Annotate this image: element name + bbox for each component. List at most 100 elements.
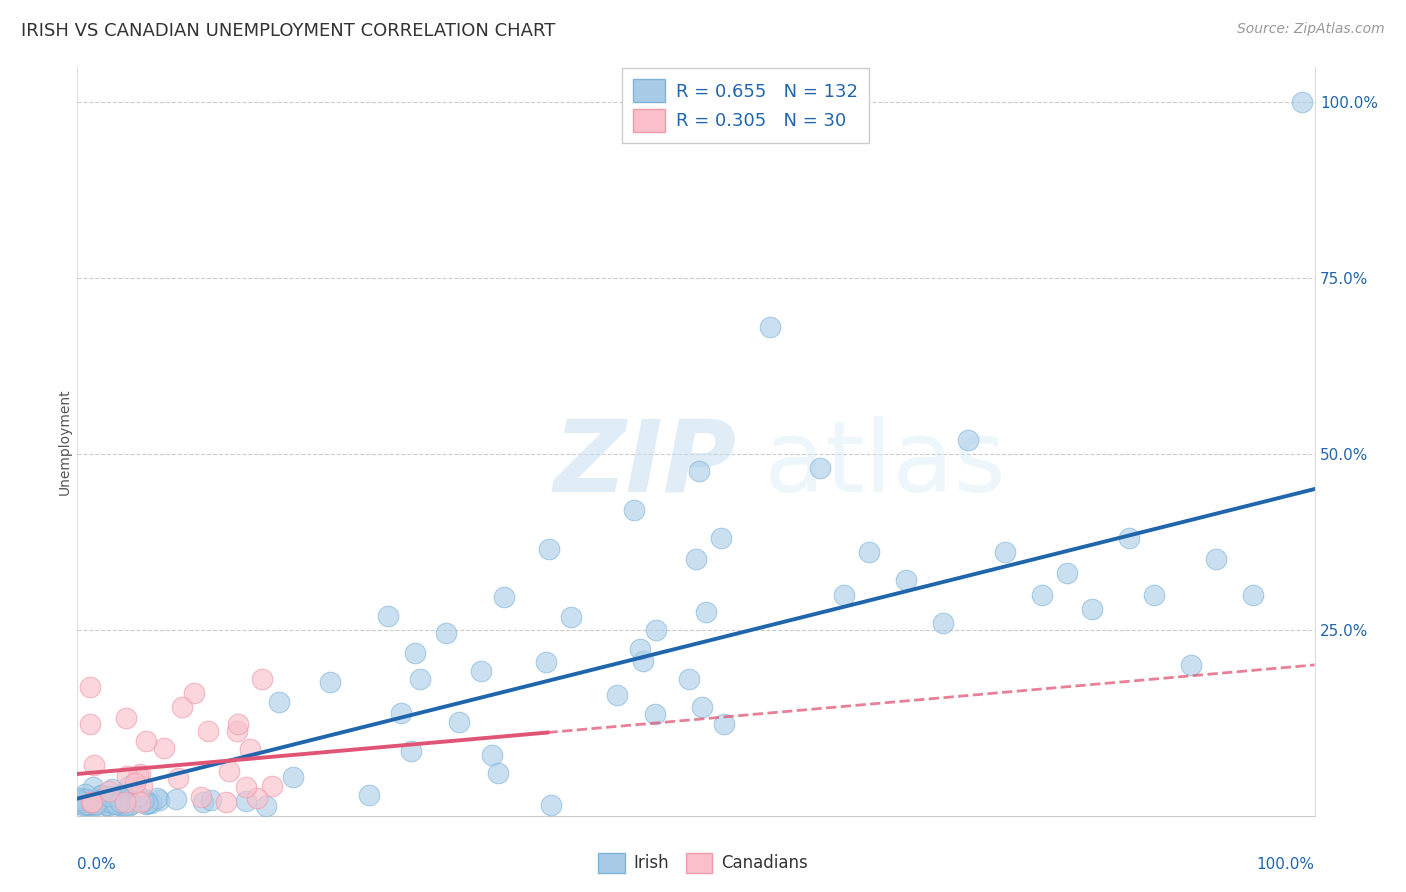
Point: [226, 723, 249, 738]
Point: [172, 700, 194, 714]
Point: [98, 783, 121, 797]
Text: Source: ZipAtlas.com: Source: ZipAtlas.com: [1237, 22, 1385, 37]
Point: [135, 733, 157, 747]
Point: [86, 798, 108, 813]
Point: [76, 795, 98, 809]
Point: [690, 700, 713, 714]
Point: [127, 789, 149, 803]
Point: [124, 776, 146, 790]
Point: [101, 797, 124, 811]
Point: [77, 796, 100, 810]
Point: [631, 654, 654, 668]
Point: [808, 461, 831, 475]
Point: [96, 798, 118, 813]
Point: [200, 793, 222, 807]
Point: [86, 791, 108, 805]
Point: [82, 780, 104, 794]
Point: [89, 792, 111, 806]
Point: [105, 797, 128, 812]
Point: [100, 794, 122, 808]
Point: [1118, 531, 1140, 545]
Point: [486, 765, 509, 780]
Point: [560, 609, 582, 624]
Point: [97, 796, 120, 810]
Point: [447, 715, 470, 730]
Text: 0.0%: 0.0%: [77, 857, 117, 872]
Point: [76, 797, 98, 811]
Point: [135, 797, 157, 812]
Point: [139, 797, 162, 811]
Point: [695, 605, 717, 619]
Point: [117, 780, 139, 794]
Point: [644, 624, 666, 638]
Point: [235, 794, 257, 808]
Point: [1056, 566, 1078, 581]
Point: [90, 788, 112, 802]
Point: [90, 793, 112, 807]
Point: [98, 789, 121, 803]
Point: [1180, 657, 1202, 672]
Point: [70, 795, 93, 809]
Point: [404, 646, 426, 660]
Point: [103, 789, 125, 804]
Point: [214, 795, 236, 809]
Point: [67, 797, 90, 812]
Point: [710, 531, 733, 545]
Point: [69, 791, 91, 805]
Point: [434, 626, 457, 640]
Point: [101, 794, 124, 808]
Point: [536, 655, 558, 669]
Point: [83, 797, 105, 811]
Point: [896, 574, 918, 588]
Point: [319, 675, 342, 690]
Point: [79, 798, 101, 813]
Point: [80, 795, 103, 809]
Point: [481, 747, 503, 762]
Point: [132, 794, 155, 808]
Point: [167, 771, 190, 785]
Point: [537, 541, 560, 556]
Point: [98, 797, 121, 812]
Point: [108, 789, 131, 804]
Point: [131, 779, 153, 793]
Point: [108, 798, 131, 813]
Point: [1081, 601, 1104, 615]
Point: [540, 798, 562, 813]
Point: [75, 792, 97, 806]
Point: [108, 795, 131, 809]
Point: [1143, 588, 1166, 602]
Point: [87, 793, 110, 807]
Point: [127, 769, 149, 783]
Point: [80, 797, 103, 811]
Point: [79, 797, 101, 811]
Point: [97, 794, 120, 808]
Y-axis label: Unemployment: Unemployment: [58, 388, 72, 495]
Point: [254, 798, 277, 813]
Point: [86, 795, 108, 809]
Point: [76, 798, 98, 813]
Point: [932, 615, 955, 630]
Point: [470, 664, 492, 678]
Legend: R = 0.655   N = 132, R = 0.305   N = 30: R = 0.655 N = 132, R = 0.305 N = 30: [621, 69, 869, 143]
Point: [114, 798, 136, 813]
Point: [226, 717, 249, 731]
Point: [79, 793, 101, 807]
Point: [128, 767, 150, 781]
Point: [1031, 588, 1053, 602]
Point: [218, 764, 240, 778]
Point: [82, 797, 104, 811]
Point: [190, 789, 212, 804]
Point: [623, 503, 645, 517]
Point: [108, 794, 131, 808]
Point: [70, 795, 93, 809]
Point: [87, 795, 110, 809]
Point: [114, 711, 136, 725]
Point: [197, 724, 219, 739]
Point: [685, 552, 707, 566]
Point: [688, 464, 710, 478]
Point: [110, 798, 132, 813]
Point: [122, 787, 145, 801]
Point: [678, 672, 700, 686]
Point: [146, 790, 169, 805]
Point: [267, 695, 290, 709]
